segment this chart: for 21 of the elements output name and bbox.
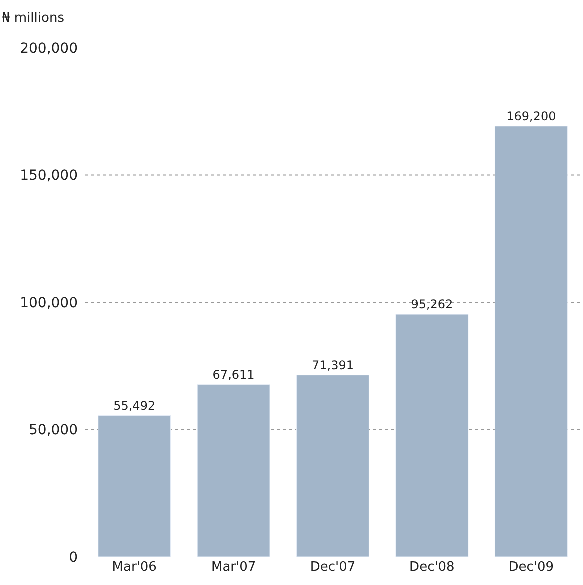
bar [494, 126, 568, 557]
x-tick-label: Mar'07 [211, 560, 256, 575]
data-label: 67,611 [212, 368, 255, 382]
y-tick-label: 0 [69, 550, 78, 566]
x-tick-label: Mar'06 [112, 560, 157, 575]
x-tick-label: Dec'08 [410, 560, 455, 575]
y-tick-label: 200,000 [20, 40, 78, 57]
data-label: 71,391 [312, 358, 354, 372]
data-label: 55,492 [114, 398, 156, 413]
y-axis-title: ₦ millions [2, 11, 65, 26]
bar [296, 375, 370, 557]
data-label: 169,200 [506, 109, 556, 124]
data-label: 95,262 [411, 298, 454, 312]
bar [396, 314, 469, 557]
x-tick-label: Dec'07 [310, 560, 356, 575]
bar [98, 416, 172, 557]
y-tick-label: 150,000 [20, 168, 78, 184]
x-tick-label: Dec'09 [508, 560, 554, 575]
bar [197, 384, 270, 557]
y-tick-label: 50,000 [29, 422, 78, 439]
y-tick-label: 100,000 [20, 295, 78, 312]
